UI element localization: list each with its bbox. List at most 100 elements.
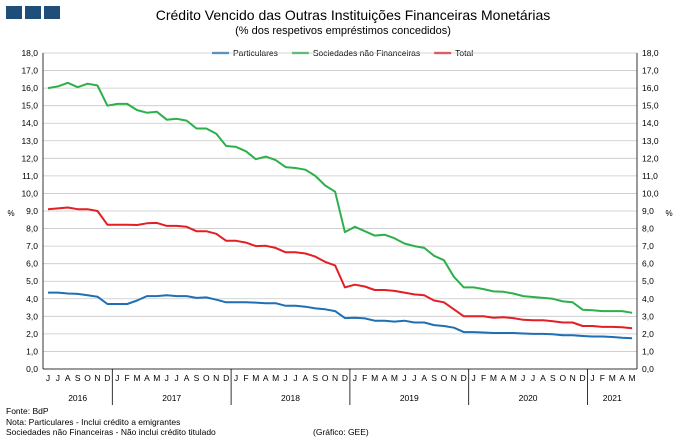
y-tick-label-left: 8,0 <box>26 224 38 234</box>
x-tick-label-month: N <box>570 373 576 383</box>
x-tick-label-month: M <box>629 373 636 383</box>
y-tick-label-right: 0,0 <box>642 364 654 374</box>
x-tick-label-month: A <box>65 373 71 383</box>
x-tick-label-month: O <box>322 373 329 383</box>
chart-subtitle: (% dos respetivos empréstimos concedidos… <box>235 25 451 37</box>
x-tick-label-month: A <box>184 373 190 383</box>
x-tick-label-month: J <box>46 373 50 383</box>
y-tick-label-left: 5,0 <box>26 276 38 286</box>
y-tick-label-right: 16,0 <box>642 83 659 93</box>
y-axis-label-right: % <box>665 209 672 218</box>
x-tick-label-year: 2021 <box>603 393 622 403</box>
x-tick-label-month: A <box>501 373 507 383</box>
x-tick-label-year: 2019 <box>400 393 419 403</box>
x-tick-label-month: O <box>84 373 91 383</box>
note-particulares: Nota: Particulares - Inclui crédito a em… <box>6 416 181 427</box>
y-tick-label-left: 0,0 <box>26 364 38 374</box>
x-tick-label-month: M <box>510 373 517 383</box>
y-tick-label-left: 12,0 <box>21 153 38 163</box>
x-tick-label-month: O <box>559 373 566 383</box>
x-tick-label-month: N <box>451 373 457 383</box>
x-tick-label-month: F <box>125 373 130 383</box>
y-tick-label-left: 10,0 <box>21 188 38 198</box>
y-tick-label-right: 2,0 <box>642 329 654 339</box>
x-tick-label-year: 2016 <box>68 393 87 403</box>
x-tick-label-month: F <box>600 373 605 383</box>
x-tick-label-month: A <box>303 373 309 383</box>
x-tick-label-month: J <box>165 373 169 383</box>
x-tick-label-month: M <box>371 373 378 383</box>
x-tick-label-month: F <box>243 373 248 383</box>
x-tick-label-month: O <box>441 373 448 383</box>
x-tick-label-year: 2018 <box>281 393 300 403</box>
x-tick-label-month: S <box>550 373 556 383</box>
source-note: Fonte: BdP <box>6 406 49 416</box>
logo-block-2 <box>25 6 41 19</box>
y-tick-label-right: 10,0 <box>642 188 659 198</box>
x-tick-label-month: A <box>540 373 546 383</box>
x-tick-label-month: A <box>421 373 427 383</box>
x-tick-label-month: J <box>56 373 60 383</box>
x-tick-label-month: D <box>104 373 110 383</box>
x-tick-label-month: J <box>353 373 357 383</box>
chart-title: Crédito Vencido das Outras Instituições … <box>156 7 551 23</box>
y-tick-label-right: 4,0 <box>642 294 654 304</box>
y-tick-label-right: 5,0 <box>642 276 654 286</box>
x-tick-label-month: S <box>431 373 437 383</box>
x-tick-label-month: S <box>194 373 200 383</box>
x-tick-label-month: M <box>490 373 497 383</box>
x-tick-label-month: M <box>609 373 616 383</box>
y-tick-label-left: 7,0 <box>26 241 38 251</box>
y-tick-label-left: 4,0 <box>26 294 38 304</box>
x-tick-label-month: D <box>461 373 467 383</box>
chart-credit: (Gráfico: GEE) <box>313 427 369 437</box>
x-tick-label-month: M <box>153 373 160 383</box>
footer-notes: Fonte: BdP Nota: Particulares - Inclui c… <box>6 406 216 438</box>
x-tick-label-month: A <box>382 373 388 383</box>
logo <box>6 6 60 19</box>
x-tick-label-month: J <box>412 373 416 383</box>
series-line-particulares <box>48 291 633 340</box>
x-tick-label-month: S <box>312 373 318 383</box>
x-tick-label-month: S <box>75 373 81 383</box>
x-tick-label-month: J <box>115 373 119 383</box>
y-tick-label-left: 14,0 <box>21 118 38 128</box>
x-tick-label-year: 2017 <box>162 393 181 403</box>
y-axis-label-left: % <box>7 209 14 218</box>
y-tick-label-left: 11,0 <box>22 171 38 181</box>
x-tick-label-month: F <box>362 373 367 383</box>
x-tick-label-month: A <box>263 373 269 383</box>
y-tick-label-right: 18,0 <box>642 48 659 58</box>
logo-block-1 <box>6 6 22 19</box>
y-tick-label-left: 3,0 <box>26 311 38 321</box>
y-tick-label-right: 15,0 <box>642 101 659 111</box>
x-tick-label-month: J <box>283 373 287 383</box>
x-tick-label-month: M <box>391 373 398 383</box>
x-tick-label-month: J <box>175 373 179 383</box>
series-lines <box>47 81 633 340</box>
y-tick-label-left: 9,0 <box>26 206 38 216</box>
x-tick-label-month: M <box>252 373 259 383</box>
x-tick-label-month: D <box>223 373 229 383</box>
series-line-sociedades-n-o-financeiras <box>47 81 633 314</box>
x-tick-label-month: J <box>521 373 525 383</box>
x-tick-label-month: O <box>203 373 210 383</box>
x-tick-label-month: N <box>213 373 219 383</box>
y-tick-label-left: 15,0 <box>21 101 38 111</box>
x-tick-label-month: M <box>272 373 279 383</box>
y-tick-label-right: 9,0 <box>642 206 654 216</box>
x-tick-label-month: A <box>144 373 150 383</box>
note-sociedades: Sociedades não Financeiras - Não inclui … <box>6 427 216 437</box>
y-tick-label-right: 3,0 <box>642 311 654 321</box>
y-tick-label-right: 1,0 <box>642 346 654 356</box>
x-tick-label-month: J <box>531 373 535 383</box>
y-tick-label-left: 1,0 <box>26 346 38 356</box>
y-tick-label-right: 17,0 <box>642 66 659 76</box>
y-tick-label-left: 13,0 <box>21 136 38 146</box>
logo-block-3 <box>44 6 60 19</box>
x-tick-label-month: J <box>293 373 297 383</box>
x-tick-label-month: J <box>590 373 594 383</box>
series-line-total <box>47 206 633 330</box>
x-tick-label-year: 2020 <box>519 393 538 403</box>
y-tick-label-right: 7,0 <box>642 241 654 251</box>
